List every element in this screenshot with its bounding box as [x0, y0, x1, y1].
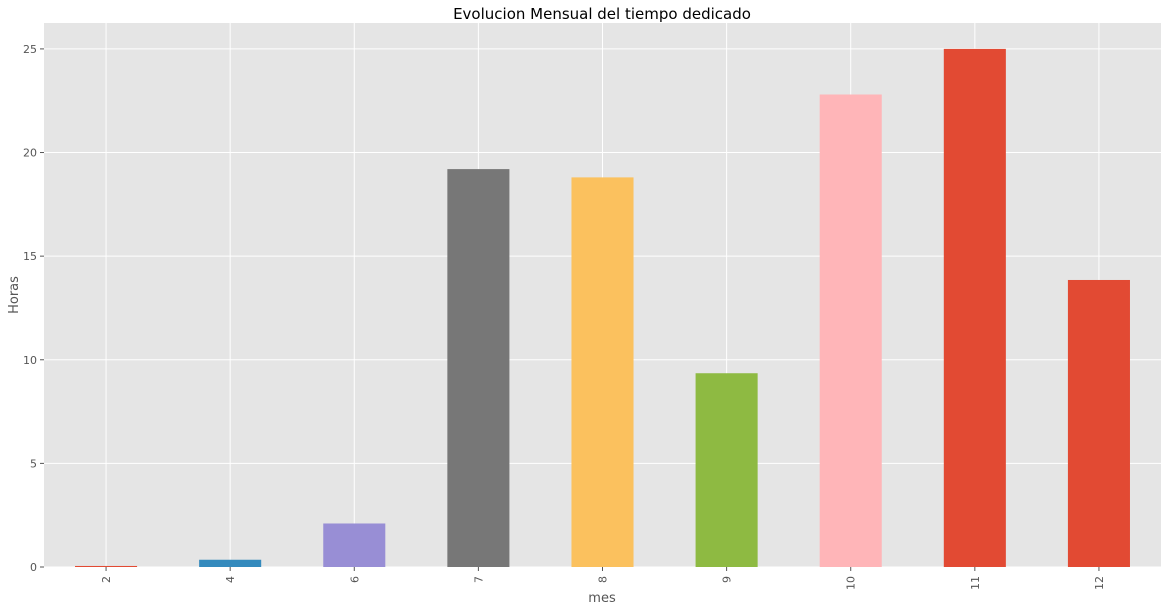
y-tick-label: 0 — [30, 561, 37, 574]
bar-mes-11 — [943, 48, 1006, 567]
bar-mes-10 — [819, 94, 882, 568]
bar-mes-8 — [571, 177, 634, 567]
bar-mes-6 — [323, 523, 386, 567]
bar-mes-4 — [199, 559, 262, 567]
x-axis-label: mes — [588, 591, 616, 606]
x-tick-label: 7 — [472, 576, 485, 583]
y-tick-label: 5 — [30, 457, 37, 470]
x-tick-label: 11 — [969, 576, 982, 590]
bar-mes-7 — [447, 169, 510, 568]
x-tick-label: 6 — [348, 576, 361, 583]
bar-mes-2 — [75, 565, 138, 567]
y-tick-label: 25 — [23, 43, 37, 56]
x-tick-label: 8 — [597, 576, 610, 583]
x-tick-label: 10 — [845, 576, 858, 590]
x-tick-label: 9 — [721, 576, 734, 583]
bar-mes-12 — [1067, 279, 1130, 567]
y-tick-label: 20 — [23, 147, 37, 160]
y-tick-label: 15 — [23, 250, 37, 263]
y-axis-label: Horas — [7, 276, 22, 314]
x-tick-label: 12 — [1093, 576, 1106, 590]
x-tick-label: 4 — [224, 576, 237, 583]
bar-mes-9 — [695, 373, 758, 567]
y-axis-ticks: 0 5 10 15 20 25 — [23, 43, 44, 574]
x-tick-label: 2 — [100, 576, 113, 583]
y-tick-label: 10 — [23, 354, 37, 367]
bars — [75, 48, 1130, 568]
chart-title: Evolucion Mensual del tiempo dedicado — [453, 5, 751, 23]
x-axis-ticks: 2 4 6 7 8 9 10 11 12 — [100, 567, 1106, 590]
